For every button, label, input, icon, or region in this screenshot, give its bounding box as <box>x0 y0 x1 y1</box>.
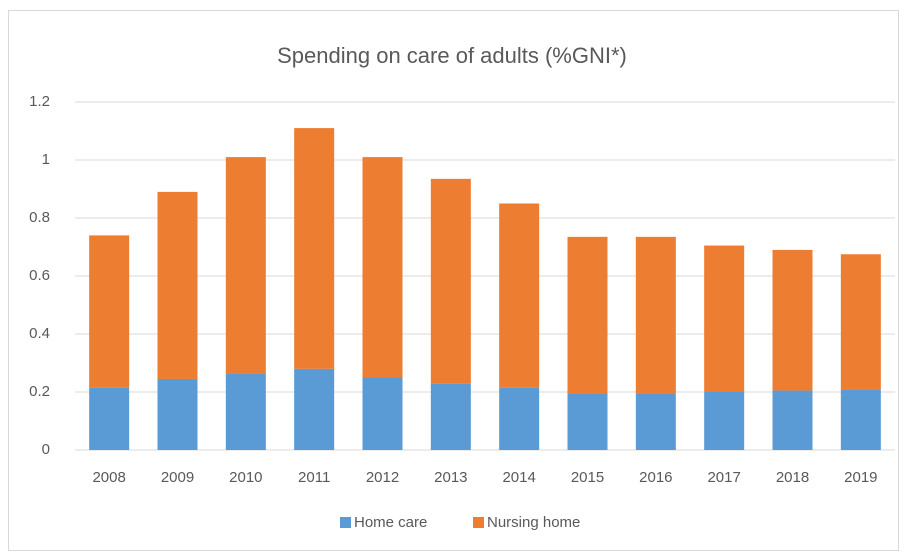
bar <box>225 373 266 450</box>
bar <box>294 368 335 450</box>
bar <box>499 387 540 450</box>
legend-swatch <box>340 517 351 528</box>
y-tick-label: 0.8 <box>29 209 50 226</box>
bar <box>362 377 403 450</box>
y-tick-label: 0.6 <box>29 267 50 284</box>
x-tick-label: 2019 <box>844 469 877 486</box>
y-tick-label: 1 <box>42 151 50 168</box>
bar <box>89 235 130 388</box>
bar <box>567 236 608 394</box>
x-tick-label: 2009 <box>161 469 194 486</box>
bar <box>704 392 745 450</box>
legend-label: Nursing home <box>487 514 580 531</box>
y-tick-label: 0.2 <box>29 383 50 400</box>
y-tick-label: 1.2 <box>29 93 50 110</box>
chart-title: Spending on care of adults (%GNI*) <box>277 43 627 68</box>
bar <box>362 157 403 378</box>
x-tick-label: 2010 <box>229 469 262 486</box>
x-tick-label: 2013 <box>434 469 467 486</box>
bar <box>635 236 676 394</box>
legend-label: Home care <box>354 514 427 531</box>
bar <box>567 393 608 450</box>
bar <box>430 178 471 384</box>
legend-swatch <box>473 517 484 528</box>
y-tick-label: 0.4 <box>29 325 50 342</box>
bar <box>840 389 881 450</box>
x-tick-label: 2017 <box>707 469 740 486</box>
bar <box>430 383 471 450</box>
x-tick-label: 2012 <box>366 469 399 486</box>
bar <box>157 191 198 379</box>
y-tick-label: 0 <box>42 441 50 458</box>
bar <box>772 249 813 391</box>
bar <box>704 245 745 392</box>
bar <box>635 393 676 450</box>
x-tick-label: 2015 <box>571 469 604 486</box>
bar <box>157 378 198 450</box>
bar <box>840 254 881 390</box>
bar <box>89 387 130 450</box>
x-tick-label: 2016 <box>639 469 672 486</box>
bar <box>772 390 813 450</box>
x-tick-label: 2008 <box>92 469 125 486</box>
bar <box>499 203 540 388</box>
x-tick-label: 2014 <box>502 469 535 486</box>
bar <box>225 157 266 374</box>
x-tick-label: 2011 <box>298 469 330 486</box>
bar <box>294 128 335 369</box>
x-tick-label: 2018 <box>776 469 809 486</box>
